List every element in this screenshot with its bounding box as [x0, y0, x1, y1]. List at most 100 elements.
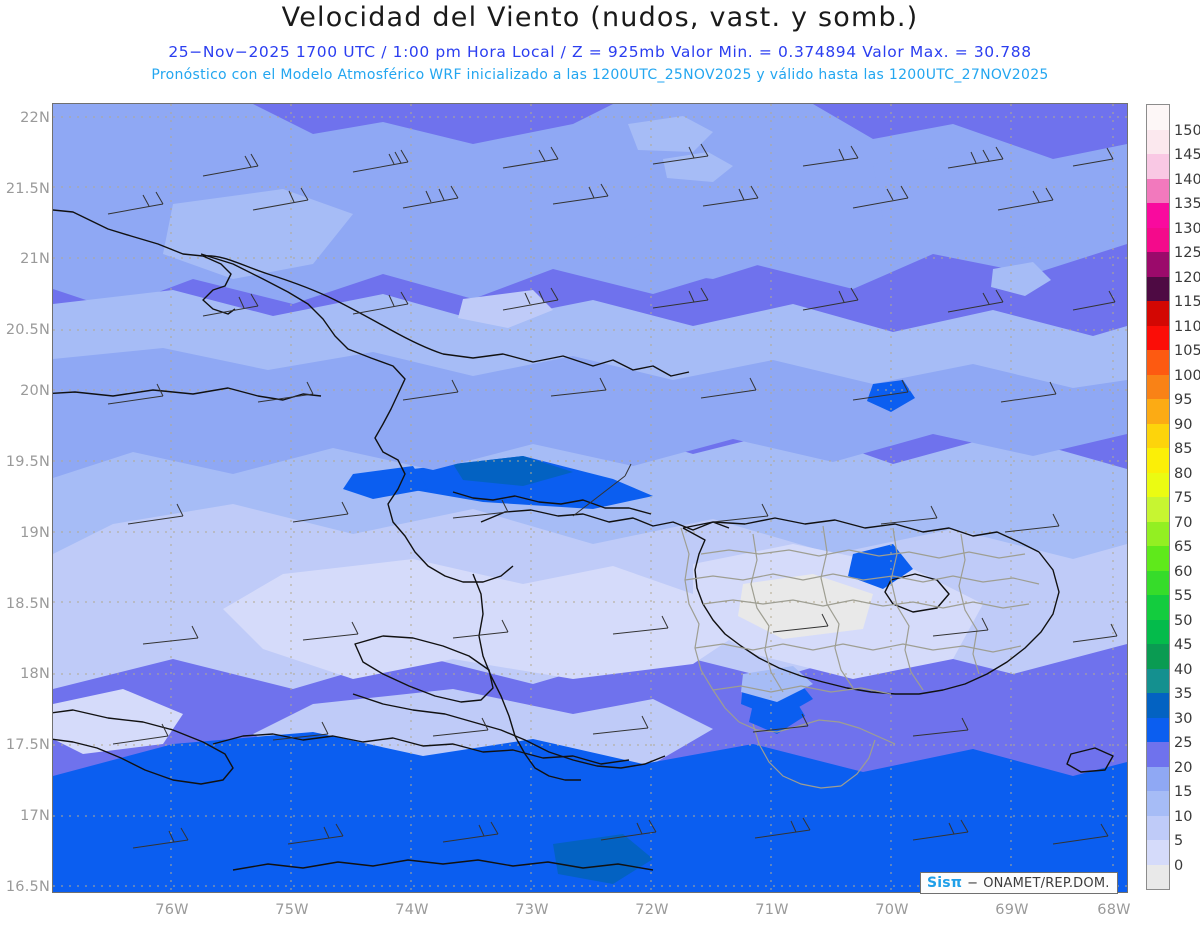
colorbar-swatch-24 [1147, 276, 1169, 301]
logo-dash: − [967, 875, 979, 891]
colorbar-tick-75: 75 [1174, 490, 1193, 506]
colorbar-swatch-26 [1147, 227, 1169, 252]
wind-barbs [107, 143, 1118, 849]
colorbar-tick-145: 145 [1174, 147, 1200, 163]
subtitle-run-info: 25−Nov−2025 1700 UTC / 1:00 pm Hora Loca… [168, 43, 1032, 61]
colorbar-tick-120: 120 [1174, 269, 1200, 286]
colorbar-swatch-14 [1147, 521, 1169, 546]
colorbar-swatch-31 [1147, 105, 1169, 130]
colorbar-swatch-25 [1147, 252, 1169, 277]
colorbar-tick-0: 0 [1174, 857, 1184, 874]
weather-map-plot[interactable] [52, 103, 1128, 893]
y-axis-tick-20N: 20N [20, 383, 50, 399]
colorbar-tick-100: 100 [1174, 367, 1200, 384]
y-axis-tick-18N: 18N [20, 666, 50, 682]
colorbar-tick-45: 45 [1174, 637, 1193, 653]
x-axis-tick-70W: 70W [875, 902, 909, 918]
colorbar-tick-65: 65 [1174, 539, 1193, 555]
sispi-brand-text: Sisπ [927, 875, 963, 891]
colorbar-tick-150: 150 [1174, 122, 1200, 139]
colorbar-legend[interactable] [1146, 104, 1170, 890]
colorbar-tick-90: 90 [1174, 416, 1193, 433]
x-axis-tick-74W: 74W [395, 902, 429, 918]
y-axis-tick-20_5N: 20.5N [5, 322, 50, 338]
colorbar-tick-85: 85 [1174, 441, 1193, 457]
colorbar-tick-15: 15 [1174, 784, 1193, 800]
colorbar-tick-125: 125 [1174, 245, 1200, 261]
y-axis-tick-19_5N: 19.5N [5, 454, 50, 470]
colorbar-swatch-21 [1147, 350, 1169, 375]
colorbar-swatch-23 [1147, 301, 1169, 326]
colorbar-swatch-16 [1147, 472, 1169, 497]
colorbar-tick-55: 55 [1174, 588, 1193, 604]
colorbar-swatch-3 [1147, 791, 1169, 816]
colorbar-tick-50: 50 [1174, 612, 1193, 629]
colorbar-swatch-2 [1147, 815, 1169, 840]
colorbar-tick-110: 110 [1174, 318, 1200, 335]
colorbar-tick-115: 115 [1174, 294, 1200, 310]
colorbar-tick-40: 40 [1174, 661, 1193, 678]
page-title: Velocidad del Viento (nudos, vast. y som… [281, 2, 919, 33]
colorbar-tick-35: 35 [1174, 686, 1193, 702]
colorbar-swatch-12 [1147, 570, 1169, 595]
colorbar-swatch-6 [1147, 717, 1169, 742]
province-borders [680, 525, 1040, 789]
coastline-outlines [53, 209, 1114, 871]
map-canvas [53, 104, 1127, 892]
x-axis-tick-73W: 73W [515, 902, 549, 918]
colorbar-swatch-20 [1147, 374, 1169, 399]
colorbar-tick-labels: 0 5 10 15 20 25 30 35 40 45 50 55 60 65 70 75 80 85 90 95 10… [1174, 104, 1200, 890]
y-axis-tick-21_5N: 21.5N [5, 181, 50, 197]
colorbar-swatch-29 [1147, 154, 1169, 179]
agency-logo: Sisπ − ONAMET/REP.DOM. [920, 872, 1118, 894]
colorbar-swatch-22 [1147, 325, 1169, 350]
y-axis-tick-17_5N: 17.5N [5, 737, 50, 753]
y-axis-tick-17N: 17N [20, 808, 50, 824]
colorbar-swatch-11 [1147, 595, 1169, 620]
colorbar-tick-105: 105 [1174, 343, 1200, 359]
y-axis-tick-21N: 21N [20, 251, 50, 267]
colorbar-swatch-1 [1147, 840, 1169, 865]
colorbar-tick-135: 135 [1174, 196, 1200, 212]
colorbar-swatch-0 [1147, 864, 1169, 889]
colorbar-tick-25: 25 [1174, 735, 1193, 751]
colorbar-swatch-28 [1147, 178, 1169, 203]
colorbar-tick-5: 5 [1174, 833, 1184, 849]
colorbar-tick-60: 60 [1174, 563, 1193, 580]
y-axis-tick-18_5N: 18.5N [5, 596, 50, 612]
colorbar-tick-30: 30 [1174, 710, 1193, 727]
map-gridlines [53, 104, 1127, 892]
colorbar-swatch-13 [1147, 546, 1169, 571]
x-axis-tick-69W: 69W [995, 902, 1029, 918]
colorbar-swatch-19 [1147, 399, 1169, 424]
x-axis-tick-71W: 71W [755, 902, 789, 918]
colorbar-tick-10: 10 [1174, 808, 1193, 825]
colorbar-tick-70: 70 [1174, 514, 1193, 531]
colorbar-swatch-17 [1147, 448, 1169, 473]
subtitle-model-info: Pronóstico con el Modelo Atmosférico WRF… [151, 67, 1049, 83]
y-axis-tick-19N: 19N [20, 525, 50, 541]
colorbar-swatch-27 [1147, 203, 1169, 228]
x-axis-tick-72W: 72W [635, 902, 669, 918]
colorbar-tick-20: 20 [1174, 759, 1193, 776]
y-axis-tick-22N: 22N [20, 110, 50, 126]
colorbar-swatch-30 [1147, 129, 1169, 154]
agency-name-text: ONAMET/REP.DOM. [983, 875, 1110, 891]
colorbar-swatch-8 [1147, 668, 1169, 693]
colorbar-tick-95: 95 [1174, 392, 1193, 408]
colorbar-swatch-7 [1147, 693, 1169, 718]
colorbar-swatch-5 [1147, 742, 1169, 767]
colorbar-swatch-18 [1147, 423, 1169, 448]
colorbar-tick-130: 130 [1174, 220, 1200, 237]
colorbar-tick-80: 80 [1174, 465, 1193, 482]
colorbar-tick-140: 140 [1174, 171, 1200, 188]
shaded-contour-field [53, 104, 1127, 892]
colorbar-swatch-10 [1147, 619, 1169, 644]
colorbar-swatch-4 [1147, 766, 1169, 791]
x-axis-tick-76W: 76W [155, 902, 189, 918]
x-axis-tick-75W: 75W [275, 902, 309, 918]
x-axis-tick-68W: 68W [1097, 902, 1131, 918]
colorbar-swatch-15 [1147, 497, 1169, 522]
colorbar-swatch-9 [1147, 644, 1169, 669]
y-axis-tick-16_5N: 16.5N [5, 879, 50, 895]
